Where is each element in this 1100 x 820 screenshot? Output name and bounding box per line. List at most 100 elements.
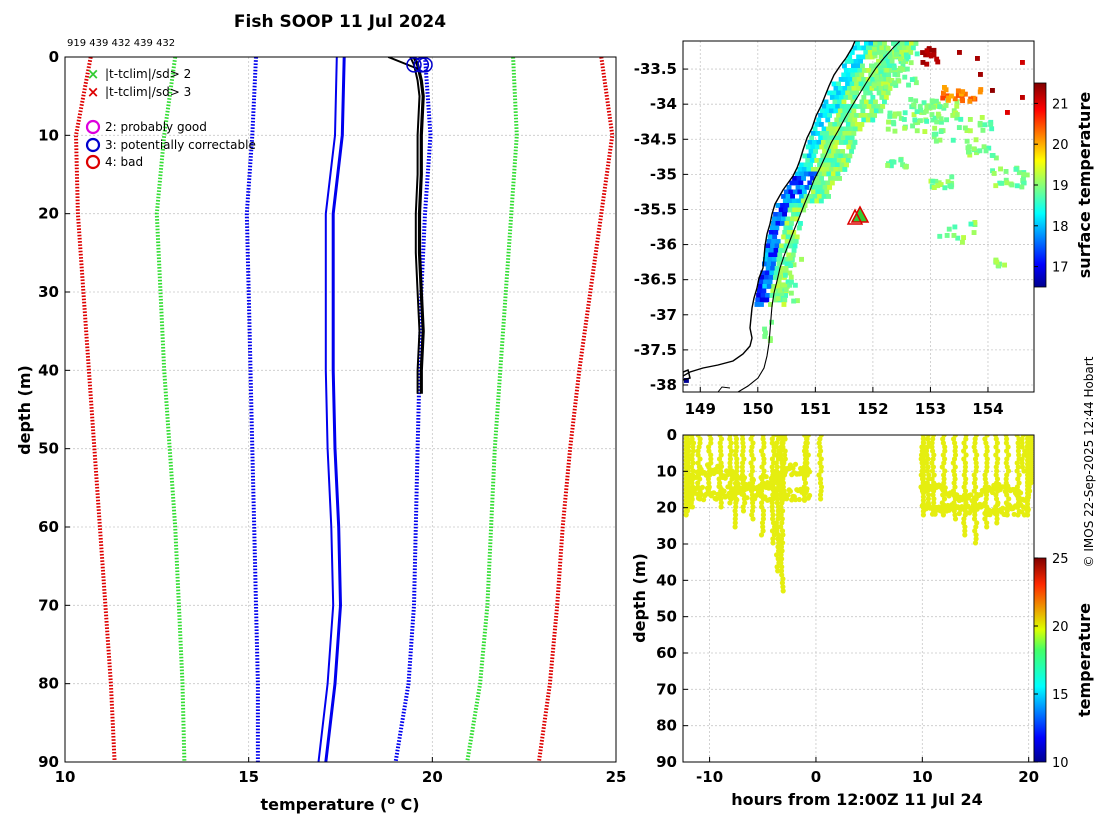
td-point (818, 496, 824, 502)
td-point (930, 456, 936, 462)
td-point (993, 464, 999, 470)
sst-cell (825, 117, 831, 123)
sst-cell (778, 207, 784, 213)
td-point (740, 444, 747, 450)
profile-ytick-label: 70 (38, 596, 59, 614)
sst-cell (782, 248, 788, 253)
sst-cell (971, 230, 977, 235)
sst-cell (924, 61, 930, 67)
td-point (778, 504, 784, 510)
sst-cell (1013, 166, 1019, 172)
sst-cell (932, 115, 938, 121)
sst-cell (795, 212, 801, 217)
td-point (774, 564, 780, 570)
td-point (778, 524, 784, 530)
td-point (689, 456, 695, 462)
sst-cell (872, 53, 878, 59)
sst-cell (893, 83, 899, 88)
sst-cell (822, 185, 828, 190)
sst-cell (889, 59, 895, 64)
sst-cell (843, 117, 849, 123)
sst-cell (776, 279, 782, 285)
map-ytick-label: -36.5 (634, 271, 677, 289)
td-point (750, 516, 756, 522)
sst-cell (858, 81, 864, 87)
sst-cell (865, 86, 870, 91)
td-point (775, 508, 781, 514)
td-point (771, 495, 777, 502)
sst-cell (854, 113, 859, 118)
sst-cell (768, 230, 774, 235)
td-point (774, 440, 780, 446)
td-point (920, 472, 927, 478)
td-point (779, 520, 785, 526)
series-clim-mean-high (393, 57, 433, 762)
sst-cell (839, 140, 844, 145)
td-point (1014, 460, 1020, 466)
td-point (701, 497, 707, 503)
sst-cell (769, 270, 775, 276)
sst-cell (790, 194, 795, 199)
sst-cell (857, 68, 863, 73)
sst-cell (824, 108, 830, 114)
td-ytick-label: 80 (656, 717, 677, 735)
sst-cell (779, 266, 785, 271)
sst-cell (897, 45, 903, 51)
sst-cell (789, 203, 794, 208)
sst-cell (818, 135, 824, 141)
td-xtick-label: 10 (912, 768, 933, 786)
sst-cell (821, 140, 826, 145)
sst-cell (851, 86, 857, 91)
profile-ytick-label: 80 (38, 675, 59, 693)
td-point (734, 456, 740, 462)
sst-cell (791, 262, 797, 268)
sst-cell (852, 117, 858, 123)
td-point (771, 532, 778, 538)
sst-cell (819, 108, 825, 114)
sst-cell (1024, 172, 1030, 178)
sst-cell (844, 162, 849, 168)
sst-cell (946, 226, 952, 232)
sst-cell (921, 100, 927, 106)
sst-cell (785, 279, 791, 285)
sst-cell (902, 74, 908, 80)
map-sst-cells (684, 41, 1030, 383)
sst-cell (999, 180, 1005, 186)
td-point (951, 436, 957, 442)
sst-cell (813, 149, 818, 154)
sst-cell (935, 111, 941, 117)
sst-cell (995, 263, 1001, 269)
sst-cell (836, 90, 842, 96)
sst-cell (891, 65, 897, 71)
td-point (926, 472, 932, 478)
sst-cell (782, 198, 788, 204)
map-ytick-label: -37.5 (634, 341, 677, 359)
sst-cell (824, 167, 830, 172)
td-xlabel: hours from 12:00Z 11 Jul 24 (731, 790, 982, 809)
td-point (920, 508, 927, 514)
sst-cell (773, 212, 778, 217)
td-point (930, 448, 936, 454)
td-point (747, 481, 753, 487)
td-point (749, 508, 756, 514)
td-point (920, 494, 927, 500)
td-point (941, 472, 947, 478)
sst-cell (851, 131, 857, 136)
sst-cell (760, 270, 766, 276)
sst-cell (952, 224, 958, 230)
sst-cell (981, 144, 987, 150)
sst-cell (798, 180, 804, 186)
flag-circle-marker (413, 57, 430, 73)
sst-cell (869, 86, 875, 91)
sst-cell (817, 194, 822, 199)
sst-cell (783, 287, 789, 293)
sst-cell (901, 54, 907, 60)
sst-cell (822, 113, 828, 118)
sst-cell (842, 167, 848, 172)
sst-cell (787, 282, 793, 288)
td-point (920, 512, 927, 518)
td-point (770, 512, 776, 518)
td-point (925, 456, 931, 462)
sst-cell (836, 158, 842, 163)
map-ytick-label: -34 (650, 95, 677, 113)
